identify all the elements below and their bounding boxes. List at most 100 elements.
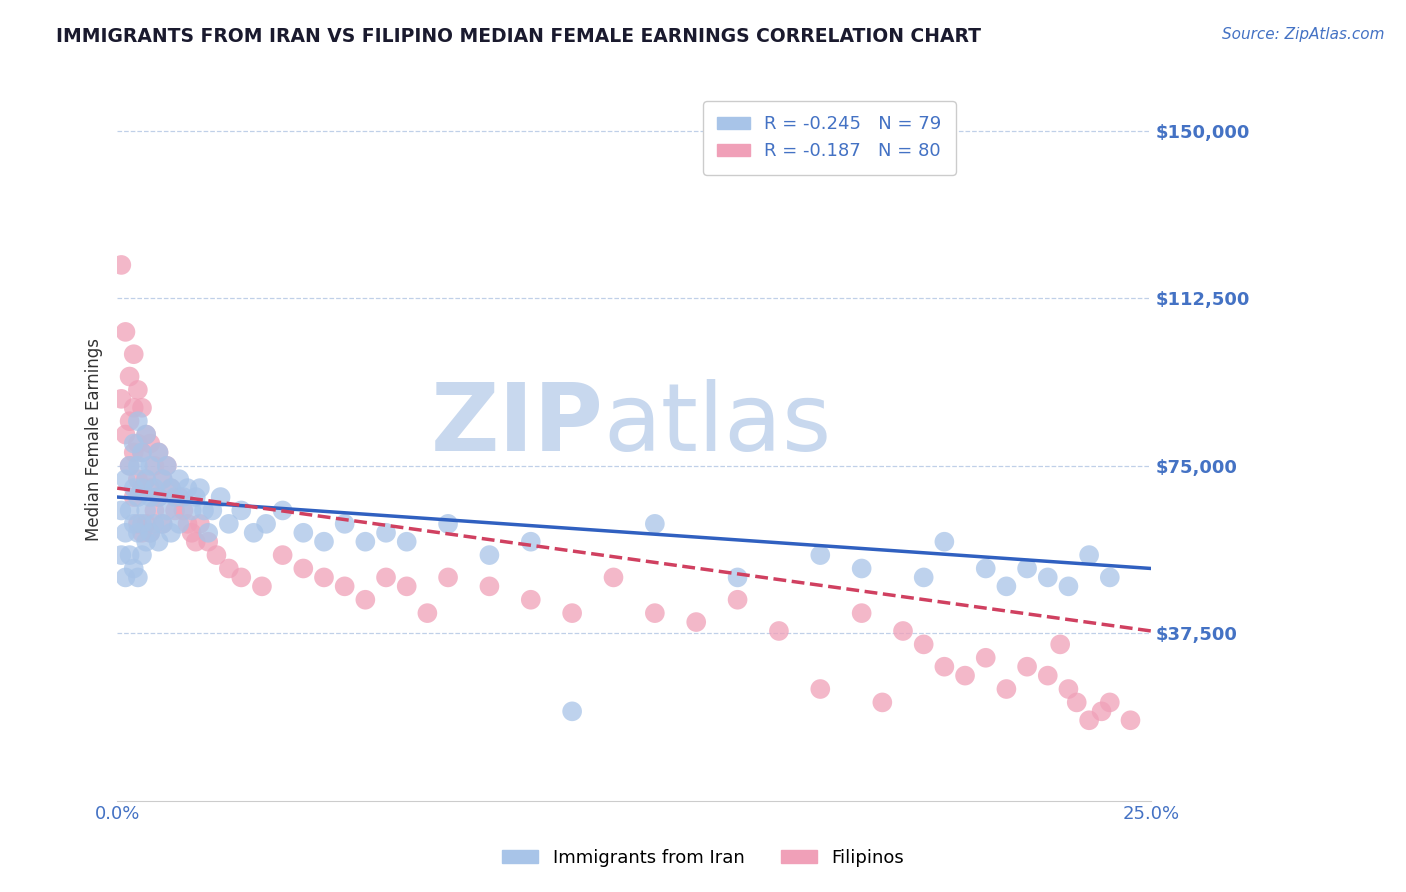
Point [122, 481, 145, 495]
Point [1098, 695, 1121, 709]
Point [127, 472, 149, 486]
Point [333, 579, 356, 593]
Point [375, 570, 398, 584]
Point [152, 516, 174, 531]
Point [131, 445, 153, 459]
Point [135, 427, 157, 442]
Point [912, 570, 935, 584]
Point [127, 414, 149, 428]
Point [808, 548, 831, 562]
Point [172, 503, 194, 517]
Point [122, 490, 145, 504]
Point [143, 458, 166, 473]
Point [974, 650, 997, 665]
Point [520, 534, 543, 549]
Point [644, 606, 666, 620]
Point [231, 503, 253, 517]
Point [437, 570, 460, 584]
Point [478, 579, 501, 593]
Point [995, 681, 1018, 696]
Point [197, 534, 219, 549]
Point [205, 548, 228, 562]
Point [231, 570, 253, 584]
Point [188, 481, 211, 495]
Point [375, 525, 398, 540]
Text: atlas: atlas [603, 378, 831, 471]
Point [768, 624, 790, 638]
Point [114, 427, 136, 442]
Point [934, 534, 956, 549]
Point [395, 579, 418, 593]
Point [1057, 681, 1080, 696]
Y-axis label: Median Female Earnings: Median Female Earnings [86, 337, 103, 541]
Point [139, 525, 162, 540]
Point [127, 436, 149, 450]
Point [1066, 695, 1088, 709]
Point [127, 570, 149, 584]
Point [114, 472, 136, 486]
Point [1017, 561, 1039, 575]
Point [1078, 548, 1101, 562]
Point [312, 570, 335, 584]
Point [437, 516, 460, 531]
Point [139, 481, 162, 495]
Point [131, 548, 153, 562]
Point [110, 548, 132, 562]
Point [727, 592, 749, 607]
Point [172, 490, 194, 504]
Point [184, 534, 207, 549]
Point [176, 481, 198, 495]
Point [333, 516, 356, 531]
Point [152, 472, 174, 486]
Point [218, 516, 240, 531]
Point [135, 516, 157, 531]
Point [520, 592, 543, 607]
Point [127, 490, 149, 504]
Point [110, 258, 132, 272]
Point [110, 503, 132, 517]
Point [122, 347, 145, 361]
Point [478, 548, 501, 562]
Point [156, 503, 179, 517]
Point [131, 481, 153, 495]
Point [561, 606, 583, 620]
Point [934, 659, 956, 673]
Point [1098, 570, 1121, 584]
Point [156, 458, 179, 473]
Point [197, 525, 219, 540]
Point [127, 458, 149, 473]
Point [118, 369, 141, 384]
Point [254, 516, 277, 531]
Point [271, 548, 294, 562]
Point [135, 472, 157, 486]
Point [180, 503, 202, 517]
Point [912, 637, 935, 651]
Point [152, 516, 174, 531]
Point [644, 516, 666, 531]
Point [139, 525, 162, 540]
Point [148, 445, 170, 459]
Point [1078, 713, 1101, 727]
Point [122, 561, 145, 575]
Point [127, 383, 149, 397]
Point [292, 525, 315, 540]
Point [135, 534, 157, 549]
Point [974, 561, 997, 575]
Point [131, 445, 153, 459]
Point [193, 503, 215, 517]
Point [167, 472, 190, 486]
Point [122, 401, 145, 415]
Point [160, 525, 183, 540]
Point [851, 606, 873, 620]
Point [891, 624, 914, 638]
Point [1119, 713, 1142, 727]
Point [184, 490, 207, 504]
Point [727, 570, 749, 584]
Point [148, 490, 170, 504]
Point [176, 516, 198, 531]
Point [167, 516, 190, 531]
Point [1036, 668, 1059, 682]
Point [118, 458, 141, 473]
Point [1017, 659, 1039, 673]
Point [135, 472, 157, 486]
